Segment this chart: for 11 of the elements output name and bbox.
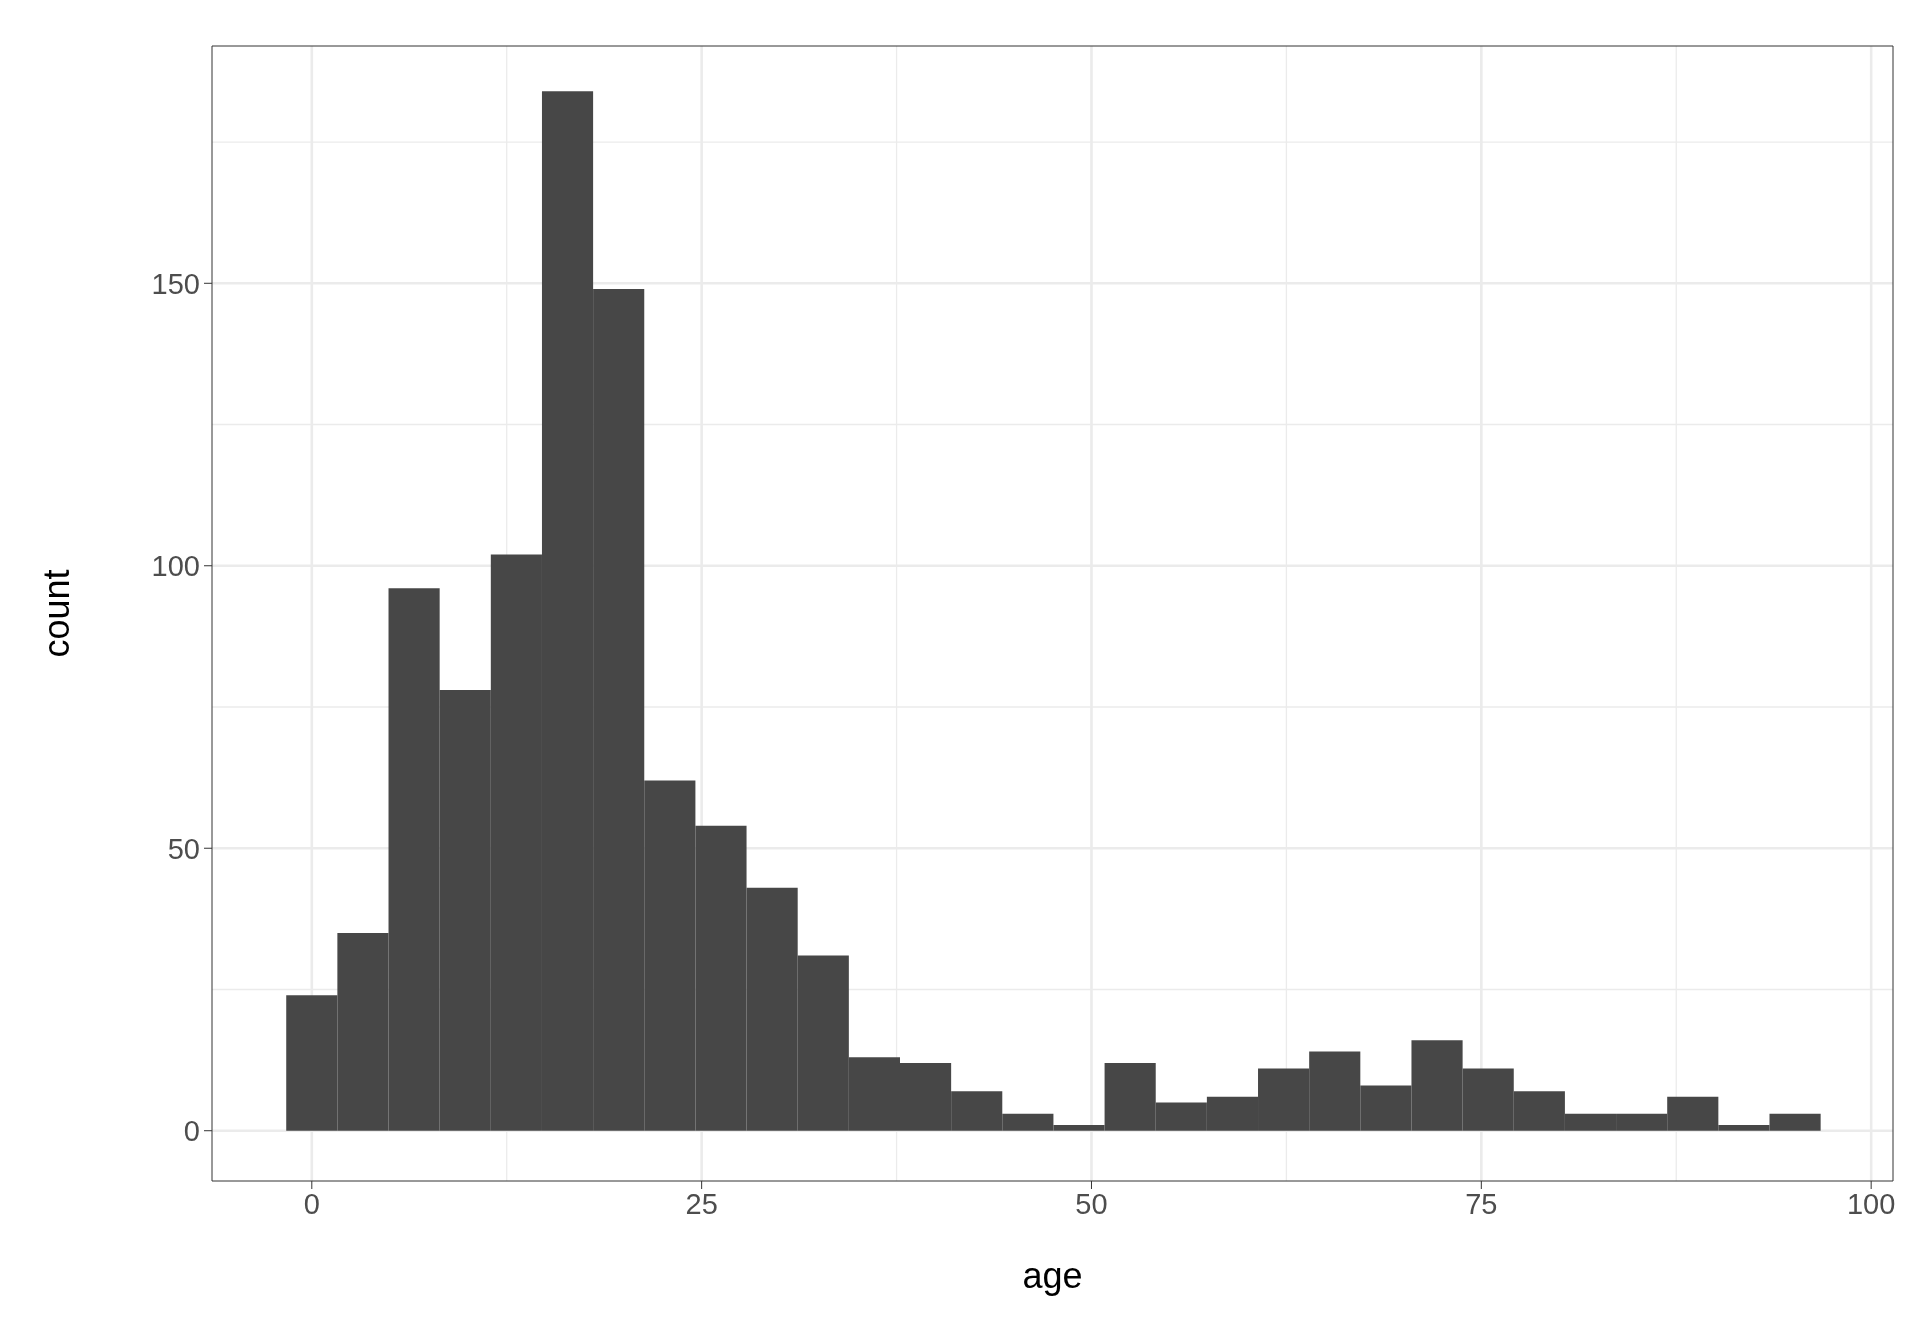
x-tick-label: 0 <box>303 1187 320 1220</box>
x-tick-label: 75 <box>1465 1187 1498 1220</box>
y-tick-label: 0 <box>183 1115 200 1148</box>
x-tick-label: 100 <box>1846 1187 1896 1220</box>
x-axis-title: age <box>1022 1255 1083 1296</box>
x-tick-label: 50 <box>1075 1187 1108 1220</box>
y-tick-label: 100 <box>151 550 200 583</box>
y-tick-label: 50 <box>167 832 200 865</box>
y-axis-title: count <box>35 569 77 658</box>
y-tick-label: 150 <box>151 267 200 300</box>
x-tick-label: 25 <box>685 1187 718 1220</box>
